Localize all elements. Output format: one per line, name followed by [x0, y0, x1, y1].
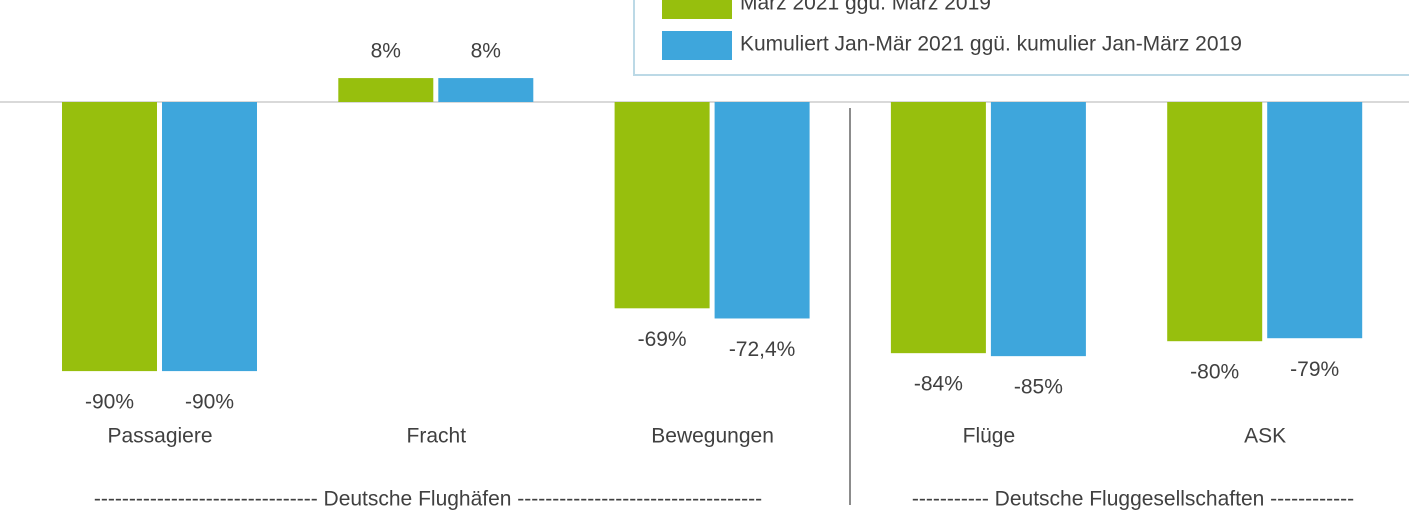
bar: [1167, 102, 1263, 342]
x-tick-label: Passagiere: [107, 425, 212, 448]
legend-label: Kumuliert Jan-Mär 2021 ggü. kumulier Jan…: [740, 33, 1242, 56]
data-label: -85%: [1014, 376, 1063, 399]
data-label: -79%: [1290, 358, 1339, 381]
bar: [714, 102, 810, 319]
x-tick-label: Bewegungen: [651, 425, 774, 448]
data-label: -69%: [638, 328, 687, 351]
bar: [990, 102, 1086, 357]
data-label: -90%: [185, 391, 234, 414]
data-label: -84%: [914, 373, 963, 396]
bar: [614, 102, 710, 309]
legend-label: März 2021 ggü. März 2019: [740, 0, 991, 15]
data-label: 8%: [471, 40, 501, 63]
legend-box: [633, 0, 1409, 76]
data-label: -80%: [1190, 361, 1239, 384]
data-label: -72,4%: [729, 338, 796, 361]
data-label: 8%: [371, 40, 401, 63]
legend-swatch: [662, 0, 732, 19]
bar: [1267, 102, 1363, 339]
x-tick-label: ASK: [1244, 425, 1286, 448]
bar: [162, 102, 257, 372]
group-label: -------------------------------- Deutsch…: [94, 488, 762, 511]
data-label: -90%: [85, 391, 134, 414]
x-tick-label: Flüge: [963, 425, 1016, 448]
bar: [438, 78, 534, 102]
bar: [890, 102, 986, 354]
bar: [338, 78, 434, 102]
x-tick-label: Fracht: [407, 425, 467, 448]
legend-swatch: [662, 31, 732, 60]
group-label: ----------- Deutsche Fluggesellschaften …: [912, 488, 1354, 511]
bar: [62, 102, 157, 372]
